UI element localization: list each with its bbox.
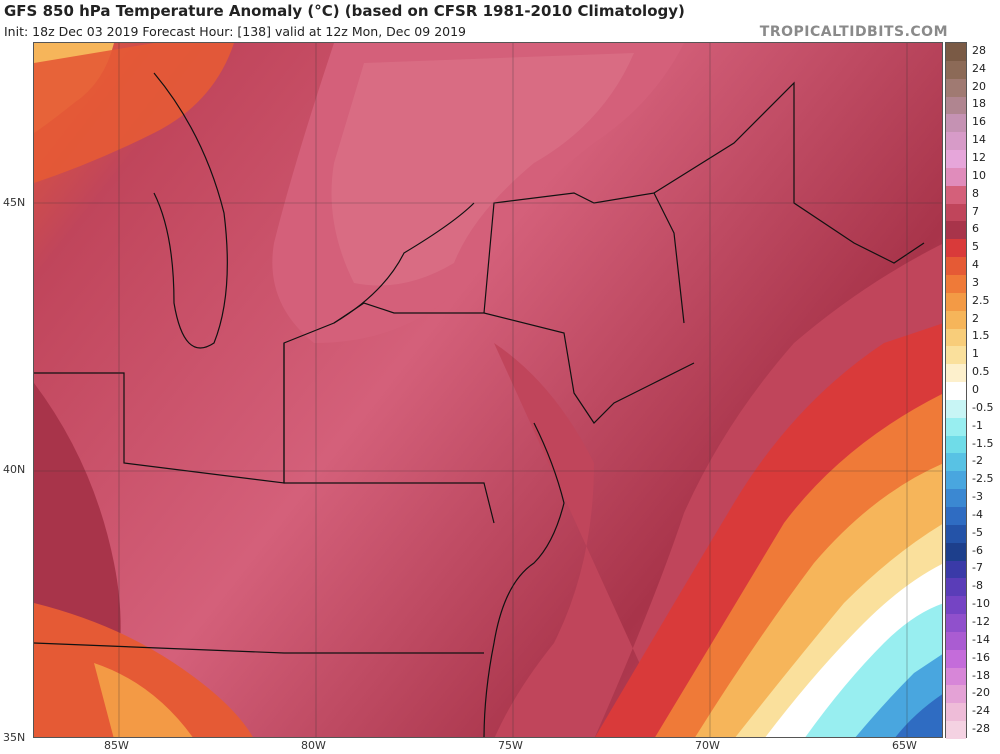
colorbar-segment <box>946 292 966 312</box>
colorbar-segment <box>946 60 966 80</box>
colorbar-label: -3 <box>972 490 983 504</box>
colorbar-label: -20 <box>972 686 990 700</box>
colorbar-label: -7 <box>972 561 983 575</box>
colorbar-segment <box>946 703 966 722</box>
colorbar-label: -12 <box>972 615 990 628</box>
colorbar-segment <box>946 96 966 115</box>
colorbar-segment <box>946 114 966 133</box>
colorbar-label: 8 <box>972 186 979 200</box>
colorbar-label: -10 <box>972 597 990 611</box>
colorbar-segment <box>946 471 966 490</box>
colorbar-label: 2.5 <box>972 293 990 307</box>
colorbar-segment <box>946 310 966 330</box>
colorbar-label: -2.5 <box>972 472 994 486</box>
colorbar-label: 0 <box>972 383 979 396</box>
colorbar-segment <box>946 43 966 62</box>
colorbar-label: -0.5 <box>972 400 994 414</box>
colorbar-segment <box>946 417 966 437</box>
map-subtitle: Init: 18z Dec 03 2019 Forecast Hour: [13… <box>4 24 466 39</box>
colorbar-label: -24 <box>972 704 990 718</box>
colorbar-segment <box>946 542 966 562</box>
anomaly-region-nw2 <box>34 43 234 183</box>
colorbar-label: 18 <box>972 97 986 111</box>
colorbar-label: -5 <box>972 525 983 539</box>
colorbar-label: 7 <box>972 204 979 218</box>
lat-label-45n: 45N <box>3 196 26 209</box>
colorbar-segment <box>946 257 966 276</box>
colorbar-segment <box>946 78 966 98</box>
lon-label-70w: 70W <box>695 739 720 752</box>
colorbar-label: 12 <box>972 151 986 164</box>
colorbar-label: -18 <box>972 668 990 682</box>
lon-label-65w: 65W <box>892 739 917 752</box>
colorbar-label: 5 <box>972 240 979 254</box>
colorbar-segment <box>946 507 966 526</box>
colorbar-segment <box>946 150 966 169</box>
colorbar-segment <box>946 578 966 597</box>
colorbar-segment <box>946 649 966 669</box>
colorbar-label: -1.5 <box>972 436 994 450</box>
map-canvas <box>34 43 942 737</box>
lon-label-85w: 85W <box>104 739 129 752</box>
colorbar-label: -4 <box>972 507 983 521</box>
colorbar-label: 24 <box>972 61 986 75</box>
colorbar-segment <box>946 328 966 347</box>
colorbar-segment <box>946 203 966 222</box>
colorbar-label: 6 <box>972 222 979 236</box>
colorbar-segment <box>946 614 966 633</box>
colorbar-segment <box>946 399 966 419</box>
colorbar-segment <box>946 560 966 579</box>
colorbar-segment <box>946 275 966 294</box>
colorbar-segment <box>946 221 966 240</box>
anomaly-region-sw-light <box>34 603 253 737</box>
colorbar-label: -14 <box>972 632 990 646</box>
colorbar-segment <box>946 453 966 472</box>
lat-label-40n: 40N <box>3 463 26 476</box>
colorbar-segment <box>946 132 966 151</box>
colorbar-segment <box>946 364 966 383</box>
anomaly-map <box>33 42 943 738</box>
map-title: GFS 850 hPa Temperature Anomaly (°C) (ba… <box>4 2 685 20</box>
colorbar-segment <box>946 435 966 454</box>
colorbar-label: -6 <box>972 543 983 557</box>
colorbar-label: 0.5 <box>972 365 990 379</box>
colorbar-segment <box>946 185 966 205</box>
colorbar-label: 14 <box>972 133 986 147</box>
anomaly-region-sw-yellow <box>94 663 193 737</box>
lat-label-35n: 35N <box>3 731 26 744</box>
colorbar-segment <box>946 346 966 365</box>
anomaly-region-coast <box>494 244 942 737</box>
brand-watermark: TROPICALTIDBITS.COM <box>759 24 948 40</box>
colorbar-label: -28 <box>972 722 990 736</box>
colorbar-segment <box>946 721 966 740</box>
colorbar-segment <box>946 382 966 401</box>
lon-label-80w: 80W <box>301 739 326 752</box>
colorbar-label: 1.5 <box>972 329 990 343</box>
graticule <box>34 43 942 737</box>
colorbar-label: 1 <box>972 347 979 361</box>
colorbar-label: -1 <box>972 418 983 432</box>
colorbar-label: 2 <box>972 311 979 325</box>
colorbar-segment <box>946 167 966 187</box>
colorbar-label: 10 <box>972 168 986 182</box>
colorbar-label: 4 <box>972 258 979 272</box>
colorbar-label: -8 <box>972 579 983 593</box>
colorbar-segment <box>946 667 966 686</box>
colorbar-segment <box>946 685 966 704</box>
anomaly-region-core <box>331 53 634 286</box>
colorbar-label: -16 <box>972 650 990 664</box>
colorbar-label: 3 <box>972 275 979 289</box>
lon-label-75w: 75W <box>498 739 523 752</box>
colorbar-segment <box>946 524 966 544</box>
colorbar <box>945 42 967 740</box>
colorbar-label: -2 <box>972 454 983 468</box>
colorbar-label: 28 <box>972 43 986 57</box>
colorbar-segment <box>946 631 966 651</box>
colorbar-label: 16 <box>972 115 986 129</box>
colorbar-segment <box>946 596 966 615</box>
colorbar-label: 20 <box>972 79 986 93</box>
colorbar-segment <box>946 489 966 508</box>
colorbar-segment <box>946 239 966 258</box>
